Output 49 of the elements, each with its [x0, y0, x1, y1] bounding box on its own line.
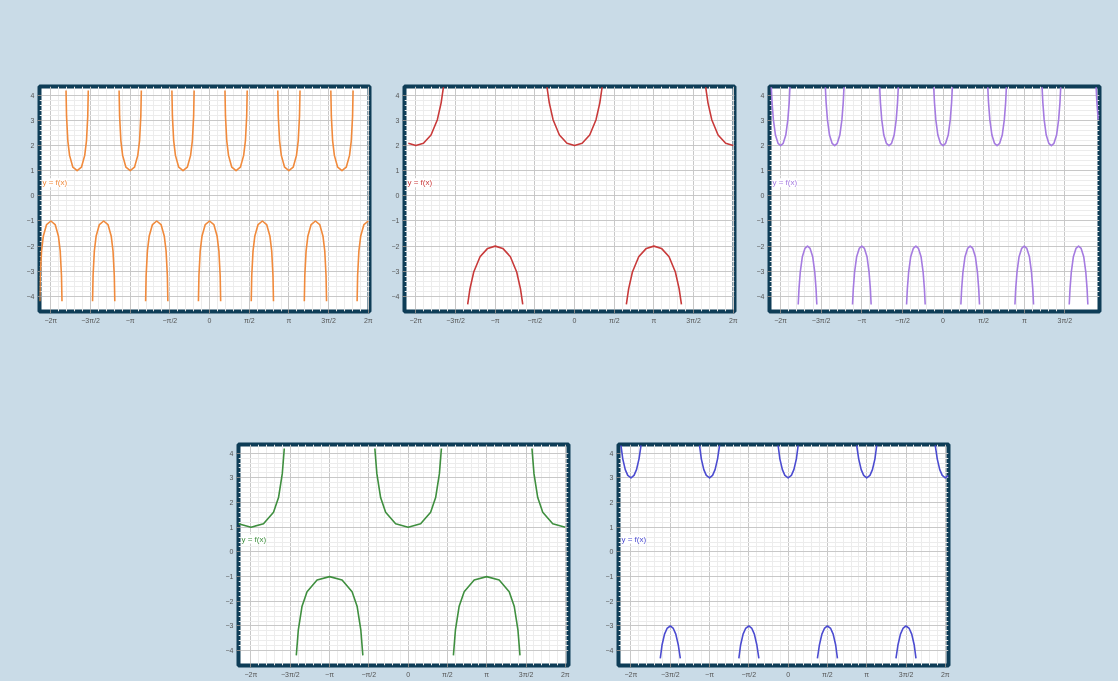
- line-series: [546, 86, 603, 147]
- line-series: [1041, 86, 1062, 147]
- line-series: [1014, 245, 1035, 306]
- line-series: [224, 89, 248, 172]
- annotation: y = f(x): [241, 534, 267, 544]
- line-series: [250, 220, 275, 302]
- line-series: [65, 89, 90, 172]
- line-series: [303, 220, 328, 302]
- line-series: [144, 220, 169, 302]
- line-series: [986, 86, 1008, 147]
- annotation: y = f(x): [42, 178, 68, 188]
- line-series: [276, 89, 301, 172]
- line-series: [452, 575, 521, 657]
- line-series: [659, 625, 682, 660]
- line-series: [39, 220, 63, 302]
- annotation: y = f(x): [407, 178, 433, 188]
- line-series: [1068, 245, 1089, 306]
- line-series: [824, 86, 845, 147]
- annotation: y = f(x): [772, 178, 798, 188]
- line-series: [295, 575, 364, 657]
- line-series: [704, 86, 735, 147]
- line-series: [374, 447, 443, 529]
- line-series: [770, 86, 791, 147]
- line-series: [91, 220, 116, 302]
- line-series: [934, 444, 949, 479]
- line-series: [905, 245, 926, 306]
- line-series: [932, 86, 954, 147]
- line-series: [895, 625, 917, 660]
- line-series: [330, 89, 354, 172]
- line-series: [356, 220, 370, 302]
- line-series: [625, 245, 683, 306]
- line-series: [738, 625, 760, 660]
- line-series: [531, 447, 567, 529]
- line-series: [777, 444, 799, 479]
- line-series: [698, 444, 721, 479]
- line-series: [620, 444, 642, 479]
- line-series: [407, 86, 445, 147]
- line-series: [878, 86, 900, 147]
- line-series: [960, 245, 981, 306]
- line-series: [171, 89, 195, 172]
- line-series: [855, 444, 878, 479]
- annotation: y = f(x): [621, 534, 647, 544]
- line-series: [851, 245, 872, 306]
- line-series: [816, 625, 839, 660]
- line-series: [118, 89, 143, 172]
- line-series: [238, 447, 286, 529]
- line-series: [197, 220, 222, 302]
- line-series: [466, 245, 524, 306]
- line-series: [797, 245, 818, 306]
